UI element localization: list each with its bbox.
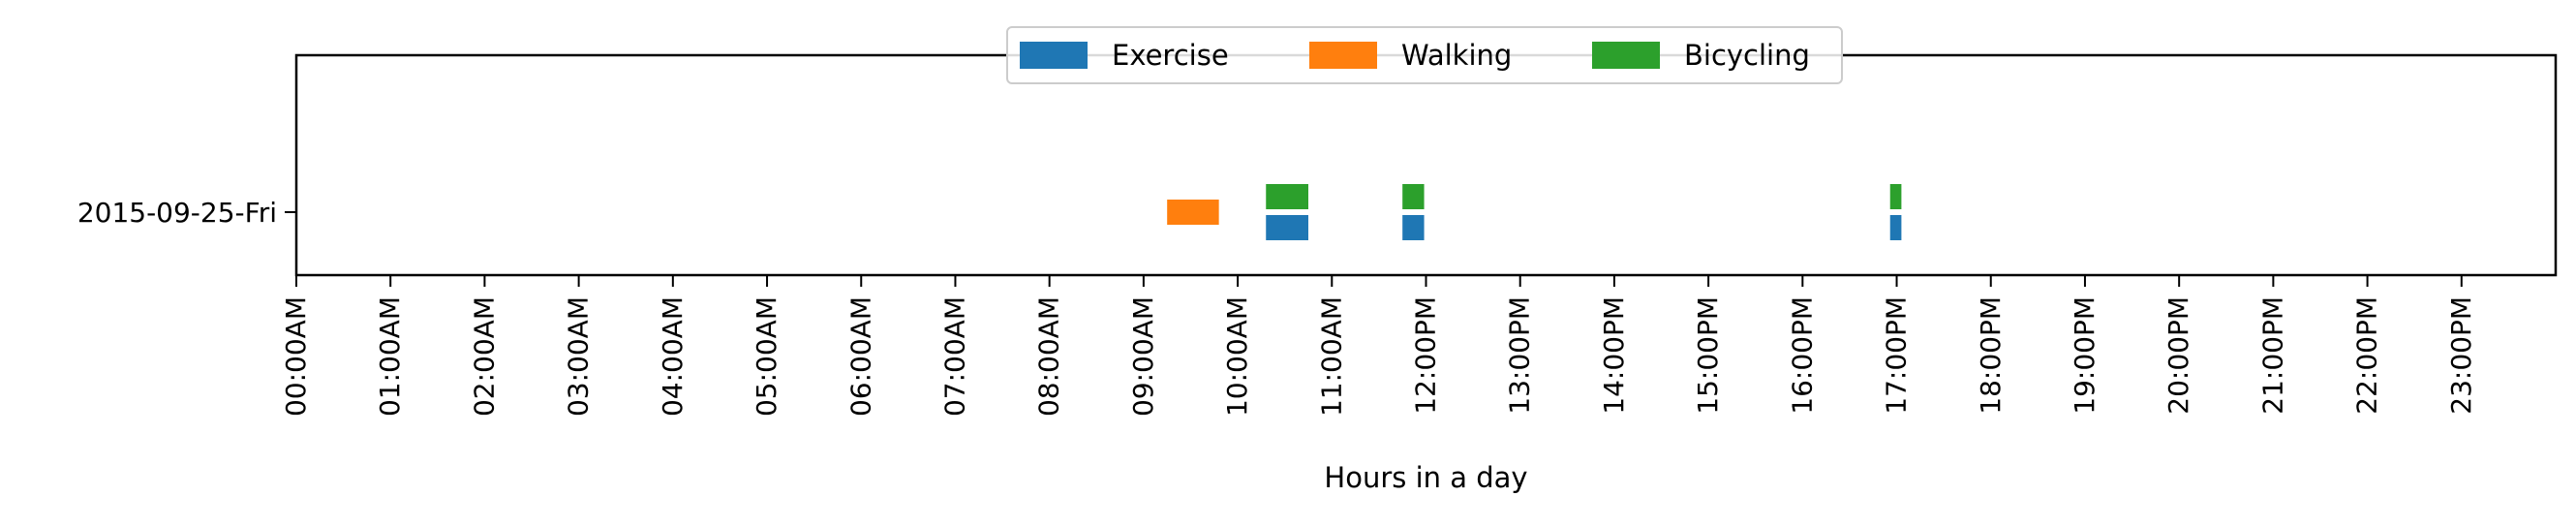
x-tick-label: 14:00PM [1598,296,1630,415]
x-tick-label: 04:00AM [657,296,689,417]
x-tick-label: 19:00PM [2069,296,2101,415]
legend: Exercise Walking Bicycling [1006,26,1843,84]
bicycling-bar-3 [1889,184,1902,209]
legend-label-exercise: Exercise [1112,39,1229,72]
legend-swatch-bicycling [1592,42,1660,69]
x-tick-label: 09:00AM [1127,296,1159,417]
marks-layer [1167,184,1902,240]
legend-label-walking: Walking [1401,39,1512,72]
exercise-bar-2 [1402,215,1425,240]
x-tick-label: 07:00AM [938,296,970,417]
x-tick-label: 17:00PM [1881,296,1913,415]
x-tick-label: 10:00AM [1221,296,1253,417]
x-tick-label: 02:00AM [468,296,500,417]
x-tick-label: 13:00PM [1504,296,1536,415]
bicycling-bar-1 [1266,184,1308,209]
legend-box [1006,26,1843,84]
exercise-bar-3 [1889,215,1902,240]
legend-label-bicycling: Bicycling [1684,39,1810,72]
x-tick-label: 01:00AM [374,296,406,417]
x-tick-label: 21:00PM [2256,296,2288,415]
x-axis-label: Hours in a day [1324,461,1527,494]
x-tick-label: 18:00PM [1975,296,2007,415]
x-tick-label: 23:00PM [2445,296,2477,415]
x-tick-label: 16:00PM [1786,296,1818,415]
x-tick-label: 15:00PM [1692,296,1724,415]
x-tick-label: 06:00AM [844,296,876,417]
x-tick-label: 22:00PM [2351,296,2383,415]
legend-swatch-walking [1309,42,1377,69]
legend-swatch-exercise [1020,42,1088,69]
exercise-bar-1 [1266,215,1308,240]
axes-layer: 00:00AM 01:00AM 02:00AM 03:00AM 04:00AM 05:00… [77,197,2477,494]
bicycling-bar-2 [1402,184,1425,209]
x-tick-label: 11:00AM [1315,296,1347,417]
x-tick-label: 03:00AM [563,296,595,417]
x-tick-label: 05:00AM [751,296,782,417]
x-tick-label: 00:00AM [280,296,312,417]
x-tick-label: 20:00PM [2162,296,2194,415]
x-tick-label: 12:00PM [1410,296,1442,415]
x-tick-label: 08:00AM [1033,296,1065,417]
walking-bar-1 [1167,200,1219,225]
y-tick-label: 2015-09-25-Fri [77,197,277,229]
